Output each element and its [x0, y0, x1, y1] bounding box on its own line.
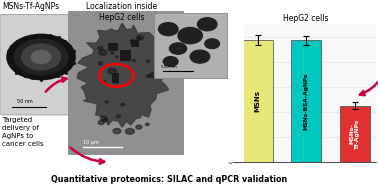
FancyBboxPatch shape [112, 73, 119, 83]
Circle shape [121, 103, 125, 106]
Circle shape [146, 123, 149, 126]
Circle shape [133, 60, 135, 61]
Circle shape [98, 46, 103, 50]
Bar [340, 105, 370, 162]
Circle shape [136, 35, 144, 40]
Circle shape [147, 75, 151, 78]
Text: Quantitative proteomics: SILAC and qPCR validation: Quantitative proteomics: SILAC and qPCR … [51, 175, 287, 184]
Circle shape [178, 28, 202, 44]
Title: HepG2 cells: HepG2 cells [284, 14, 329, 23]
Circle shape [158, 23, 178, 36]
Text: 500 nm: 500 nm [161, 65, 177, 69]
Circle shape [14, 39, 68, 75]
Circle shape [99, 50, 107, 55]
Circle shape [169, 43, 186, 54]
Circle shape [116, 115, 121, 118]
Circle shape [190, 50, 210, 63]
Circle shape [147, 60, 150, 62]
Polygon shape [77, 23, 169, 127]
Text: MSNs: MSNs [255, 90, 261, 112]
FancyBboxPatch shape [120, 50, 131, 61]
Circle shape [108, 68, 116, 74]
Circle shape [115, 81, 118, 83]
Circle shape [31, 50, 51, 63]
Circle shape [105, 101, 108, 103]
Circle shape [205, 39, 219, 49]
Circle shape [103, 119, 108, 122]
Circle shape [150, 72, 158, 77]
Circle shape [137, 37, 141, 39]
Circle shape [125, 129, 134, 134]
Circle shape [98, 62, 102, 65]
FancyBboxPatch shape [153, 13, 227, 78]
FancyBboxPatch shape [68, 11, 183, 154]
Circle shape [130, 39, 136, 43]
Circle shape [100, 116, 107, 121]
Circle shape [163, 57, 178, 66]
Circle shape [197, 18, 217, 31]
Bar [291, 40, 321, 162]
Text: Targeted
delivery of
AgNPs to
cancer cells: Targeted delivery of AgNPs to cancer cel… [2, 116, 44, 147]
Text: MSNs-
Tf-AgNPs: MSNs- Tf-AgNPs [350, 118, 360, 149]
Circle shape [98, 121, 104, 125]
FancyBboxPatch shape [131, 40, 139, 47]
Circle shape [22, 44, 60, 70]
Bar [243, 40, 273, 162]
Circle shape [113, 129, 121, 134]
Text: MSNs-Tf-AgNPs: MSNs-Tf-AgNPs [2, 2, 60, 11]
Y-axis label: % cell viability: % cell viability [213, 68, 219, 118]
Text: MSNs-BSA-AgNPs: MSNs-BSA-AgNPs [304, 72, 309, 130]
Text: 10 μm: 10 μm [83, 140, 99, 145]
Circle shape [7, 34, 75, 80]
Text: Localization inside
HepG2 cells: Localization inside HepG2 cells [86, 2, 158, 22]
FancyBboxPatch shape [0, 0, 244, 162]
Circle shape [136, 125, 142, 129]
Circle shape [111, 52, 114, 54]
Text: 50 nm: 50 nm [17, 99, 33, 104]
Circle shape [101, 81, 106, 83]
FancyBboxPatch shape [108, 43, 118, 51]
Circle shape [115, 56, 118, 58]
FancyBboxPatch shape [0, 15, 85, 115]
